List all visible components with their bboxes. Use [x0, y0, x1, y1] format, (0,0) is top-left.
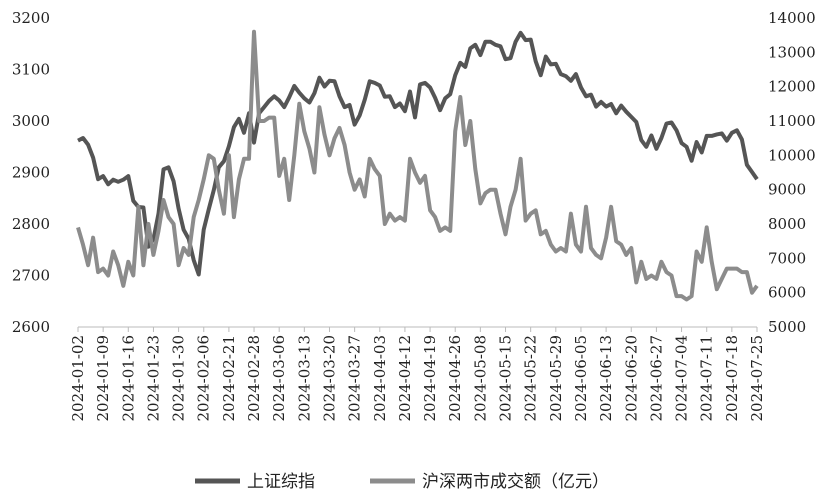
x-tick-label: 2024-03-27 [346, 335, 364, 421]
y2-tick-label: 9000 [768, 181, 806, 199]
x-tick-label: 2024-06-20 [622, 335, 640, 421]
y2-tick-label: 8000 [768, 215, 806, 233]
x-tick-label: 2024-05-22 [522, 335, 540, 421]
y2-tick-label: 7000 [768, 249, 806, 267]
x-tick-label: 2024-05-15 [497, 335, 515, 421]
x-tick-label: 2024-02-28 [245, 335, 263, 421]
x-tick-label: 2024-05-29 [547, 335, 565, 421]
y-tick-label: 3200 [12, 9, 50, 27]
y-tick-label: 2900 [12, 164, 50, 182]
x-tick-label: 2024-04-12 [396, 335, 414, 421]
x-tick-label: 2024-06-05 [572, 335, 590, 421]
legend-label: 上证综指 [247, 472, 315, 492]
y2-tick-label: 14000 [768, 9, 816, 27]
y2-tick-label: 12000 [768, 78, 816, 96]
x-tick-label: 2024-06-27 [647, 335, 665, 421]
x-tick-label: 2024-06-13 [597, 335, 615, 421]
x-tick-label: 2024-07-04 [673, 335, 691, 421]
y-tick-label: 2800 [12, 215, 50, 233]
x-tick-label: 2024-04-03 [371, 335, 389, 421]
y2-tick-label: 5000 [768, 318, 806, 336]
x-tick-label: 2024-03-13 [295, 335, 313, 421]
series-line [77, 30, 759, 277]
x-tick-label: 2024-07-11 [698, 335, 716, 421]
x-tick-label: 2024-05-08 [471, 335, 489, 421]
x-tick-label: 2024-01-23 [144, 335, 162, 421]
x-tick-label: 2024-01-09 [94, 335, 112, 421]
y2-tick-label: 10000 [768, 146, 816, 164]
x-tick-label: 2024-02-21 [220, 335, 238, 421]
y2-tick-label: 13000 [768, 43, 816, 61]
x-tick-label: 2024-02-06 [195, 335, 213, 421]
x-tick-label: 2024-04-26 [446, 335, 464, 421]
y2-tick-label: 6000 [768, 284, 806, 302]
y-tick-label: 2700 [12, 267, 50, 285]
y2-tick-label: 11000 [768, 112, 816, 130]
x-tick-label: 2024-07-18 [723, 335, 741, 421]
y-tick-label: 3000 [12, 112, 50, 130]
x-tick-label: 2024-03-06 [270, 335, 288, 421]
x-tick-label: 2024-04-19 [421, 335, 439, 421]
x-tick-label: 2024-03-20 [320, 335, 338, 421]
legend: 上证综指 沪深两市成交额（亿元） [195, 472, 609, 492]
series-line [76, 29, 759, 302]
y-tick-label: 2600 [12, 318, 50, 336]
x-tick-label: 2024-01-16 [119, 335, 137, 421]
legend-label: 沪深两市成交额（亿元） [422, 472, 609, 492]
y-tick-label: 3100 [12, 61, 50, 79]
x-tick-label: 2024-01-02 [69, 335, 87, 421]
x-tick-label: 2024-07-25 [748, 335, 766, 421]
x-tick-label: 2024-01-30 [170, 335, 188, 421]
